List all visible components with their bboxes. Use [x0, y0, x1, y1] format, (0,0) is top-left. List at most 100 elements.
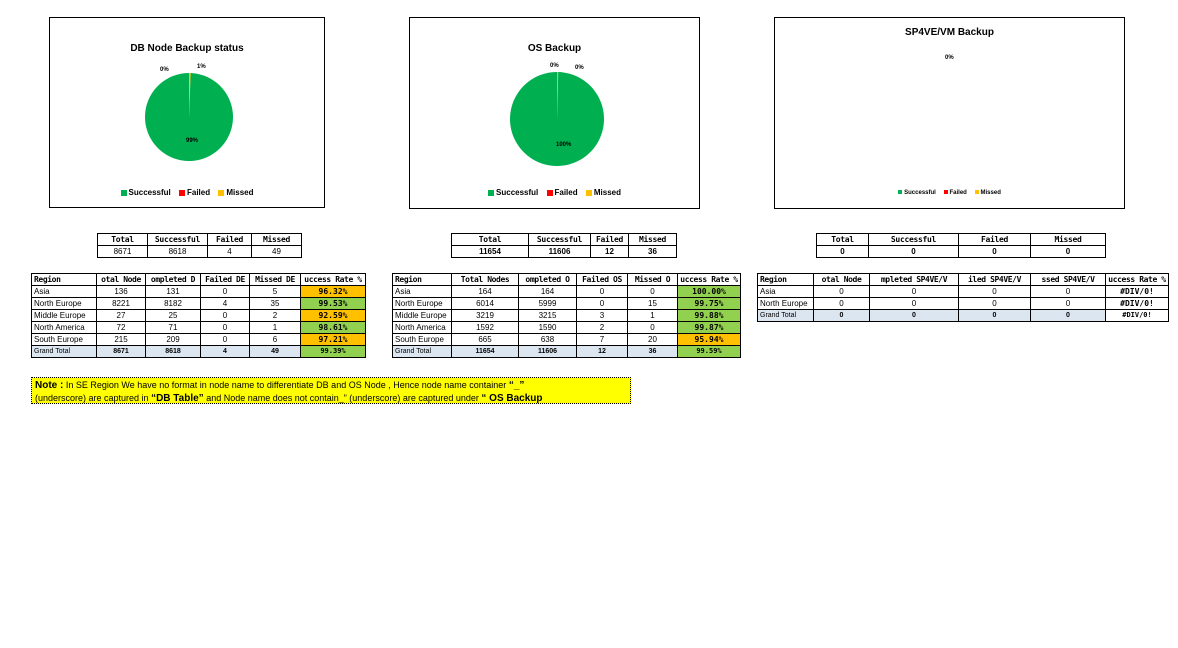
failed-swatch: [546, 189, 553, 196]
chart-legend: Successful Failed Missed: [775, 190, 1124, 196]
note-text-1: In SE Region We have no format in node n…: [65, 380, 507, 390]
grand-total-cell: 11654: [451, 345, 519, 358]
note-quote-db-table: “DB Table”: [151, 393, 204, 404]
db-summary-table: Total Successful Failed Missed 8671 8618…: [97, 233, 302, 258]
pie-slice-missed: [557, 72, 559, 119]
value-failed: 4: [207, 245, 252, 258]
grand-total-cell: 36: [627, 345, 678, 358]
db-node-backup-chart: DB Node Backup status 0% 1% 99% Successf…: [49, 17, 325, 208]
pie-slice-missed: [189, 73, 191, 117]
table-cell: 0: [813, 285, 870, 298]
success-rate: 100.00%: [677, 285, 741, 298]
chart-title: OS Backup: [527, 43, 582, 54]
region-name: Asia: [392, 285, 452, 298]
header-total: Total: [97, 233, 148, 246]
table-row: North America 1592 1590 2 0 99.87%: [392, 321, 741, 334]
os-summary-table: Total Successful Failed Missed 11654 116…: [451, 233, 677, 258]
failed-swatch: [179, 189, 185, 196]
success-rate: 99.53%: [300, 297, 366, 310]
value-failed: 0: [958, 245, 1031, 258]
table-cell: 20: [627, 333, 678, 346]
table-cell: 0: [200, 333, 250, 346]
table-cell: 164: [518, 285, 577, 298]
os-backup-chart: OS Backup 0% 0% 100% Successful Failed M…: [409, 17, 700, 209]
note-box: Note : In SE Region We have no format in…: [31, 377, 631, 404]
value-successful: 8618: [147, 245, 208, 258]
note-text-2: (underscore) are captured in: [35, 393, 149, 403]
column-header: Failed OS: [576, 273, 628, 286]
chart-title: DB Node Backup status: [130, 43, 244, 54]
table-cell: 0: [200, 321, 250, 334]
success-rate: 96.32%: [300, 285, 366, 298]
table-cell: 8182: [145, 297, 201, 310]
value-missed: 49: [251, 245, 302, 258]
column-header: otal Node: [813, 273, 870, 286]
pie-label-successful: 100%: [556, 142, 572, 148]
legend-item-successful: Successful: [120, 188, 171, 197]
region-name: Asia: [31, 285, 97, 298]
table-cell: 3: [576, 309, 628, 322]
missed-swatch: [585, 189, 592, 196]
header-successful: Successful: [147, 233, 208, 246]
successful-swatch: [898, 190, 903, 195]
region-name: North America: [392, 321, 452, 334]
pie-label-missed: 0%: [575, 65, 584, 71]
pie-label-empty: 0%: [945, 55, 954, 61]
grand-total-label: Grand Total: [392, 345, 452, 358]
note-quote-underscore: “_”: [508, 380, 525, 391]
note-quote-os-backup: “ OS Backup: [481, 393, 543, 404]
table-cell: 6014: [451, 297, 519, 310]
value-missed: 0: [1030, 245, 1106, 258]
header-failed: Failed: [958, 233, 1031, 246]
success-rate: 92.59%: [300, 309, 366, 322]
header-missed: Missed: [251, 233, 302, 246]
table-row: Middle Europe 3219 3215 3 1 99.88%: [392, 309, 741, 322]
table-cell: 0: [813, 297, 870, 310]
grand-total-row: Grand Total 0 0 0 0 #DIV/0!: [757, 309, 1169, 322]
pie-slice-successful: [145, 73, 233, 161]
table-cell: 0: [869, 297, 959, 310]
pie-label-failed: 0%: [550, 63, 559, 69]
table-cell: 0: [200, 309, 250, 322]
legend-item-failed: Failed: [179, 188, 210, 197]
column-header: Failed DE: [200, 273, 250, 286]
column-header: ompleted O: [518, 273, 577, 286]
grand-total-cell: 0: [869, 309, 959, 322]
column-header: Total Nodes: [451, 273, 519, 286]
pie-label-successful: 99%: [186, 138, 199, 144]
chart-title: SP4VE/VM Backup: [905, 27, 994, 38]
table-cell: 5999: [518, 297, 577, 310]
column-header: Region: [757, 273, 814, 286]
legend-item-missed: Missed: [585, 188, 621, 197]
header-failed: Failed: [590, 233, 629, 246]
pie-label-missed: 1%: [197, 64, 206, 70]
column-header: iled SP4VE/V: [958, 273, 1031, 286]
missed-swatch: [974, 190, 979, 195]
legend-item-failed: Failed: [546, 188, 578, 197]
value-total: 11654: [451, 245, 529, 258]
table-cell: 164: [451, 285, 519, 298]
pie-chart: [145, 73, 233, 161]
legend-item-successful: Successful: [488, 188, 538, 197]
region-name: Asia: [757, 285, 814, 298]
table-cell: 0: [576, 297, 628, 310]
failed-swatch: [943, 190, 948, 195]
table-cell: 6: [249, 333, 301, 346]
grand-total-label: Grand Total: [31, 345, 97, 358]
grand-total-label: Grand Total: [757, 309, 814, 322]
column-header: uccess Rate %: [300, 273, 366, 286]
value-missed: 36: [628, 245, 677, 258]
sp4ve-summary-table: Total Successful Failed Missed 0 0 0 0: [816, 233, 1106, 258]
column-header: otal Node: [96, 273, 146, 286]
table-cell: 0: [1030, 285, 1106, 298]
table-cell: 0: [627, 321, 678, 334]
value-total: 8671: [97, 245, 148, 258]
grand-total-cell: 11606: [518, 345, 577, 358]
table-cell: 1: [627, 309, 678, 322]
table-cell: 0: [958, 285, 1031, 298]
table-cell: 0: [869, 285, 959, 298]
pie-slice-successful: [510, 72, 604, 166]
success-rate: 97.21%: [300, 333, 366, 346]
table-cell: 71: [145, 321, 201, 334]
table-cell: 0: [1030, 297, 1106, 310]
